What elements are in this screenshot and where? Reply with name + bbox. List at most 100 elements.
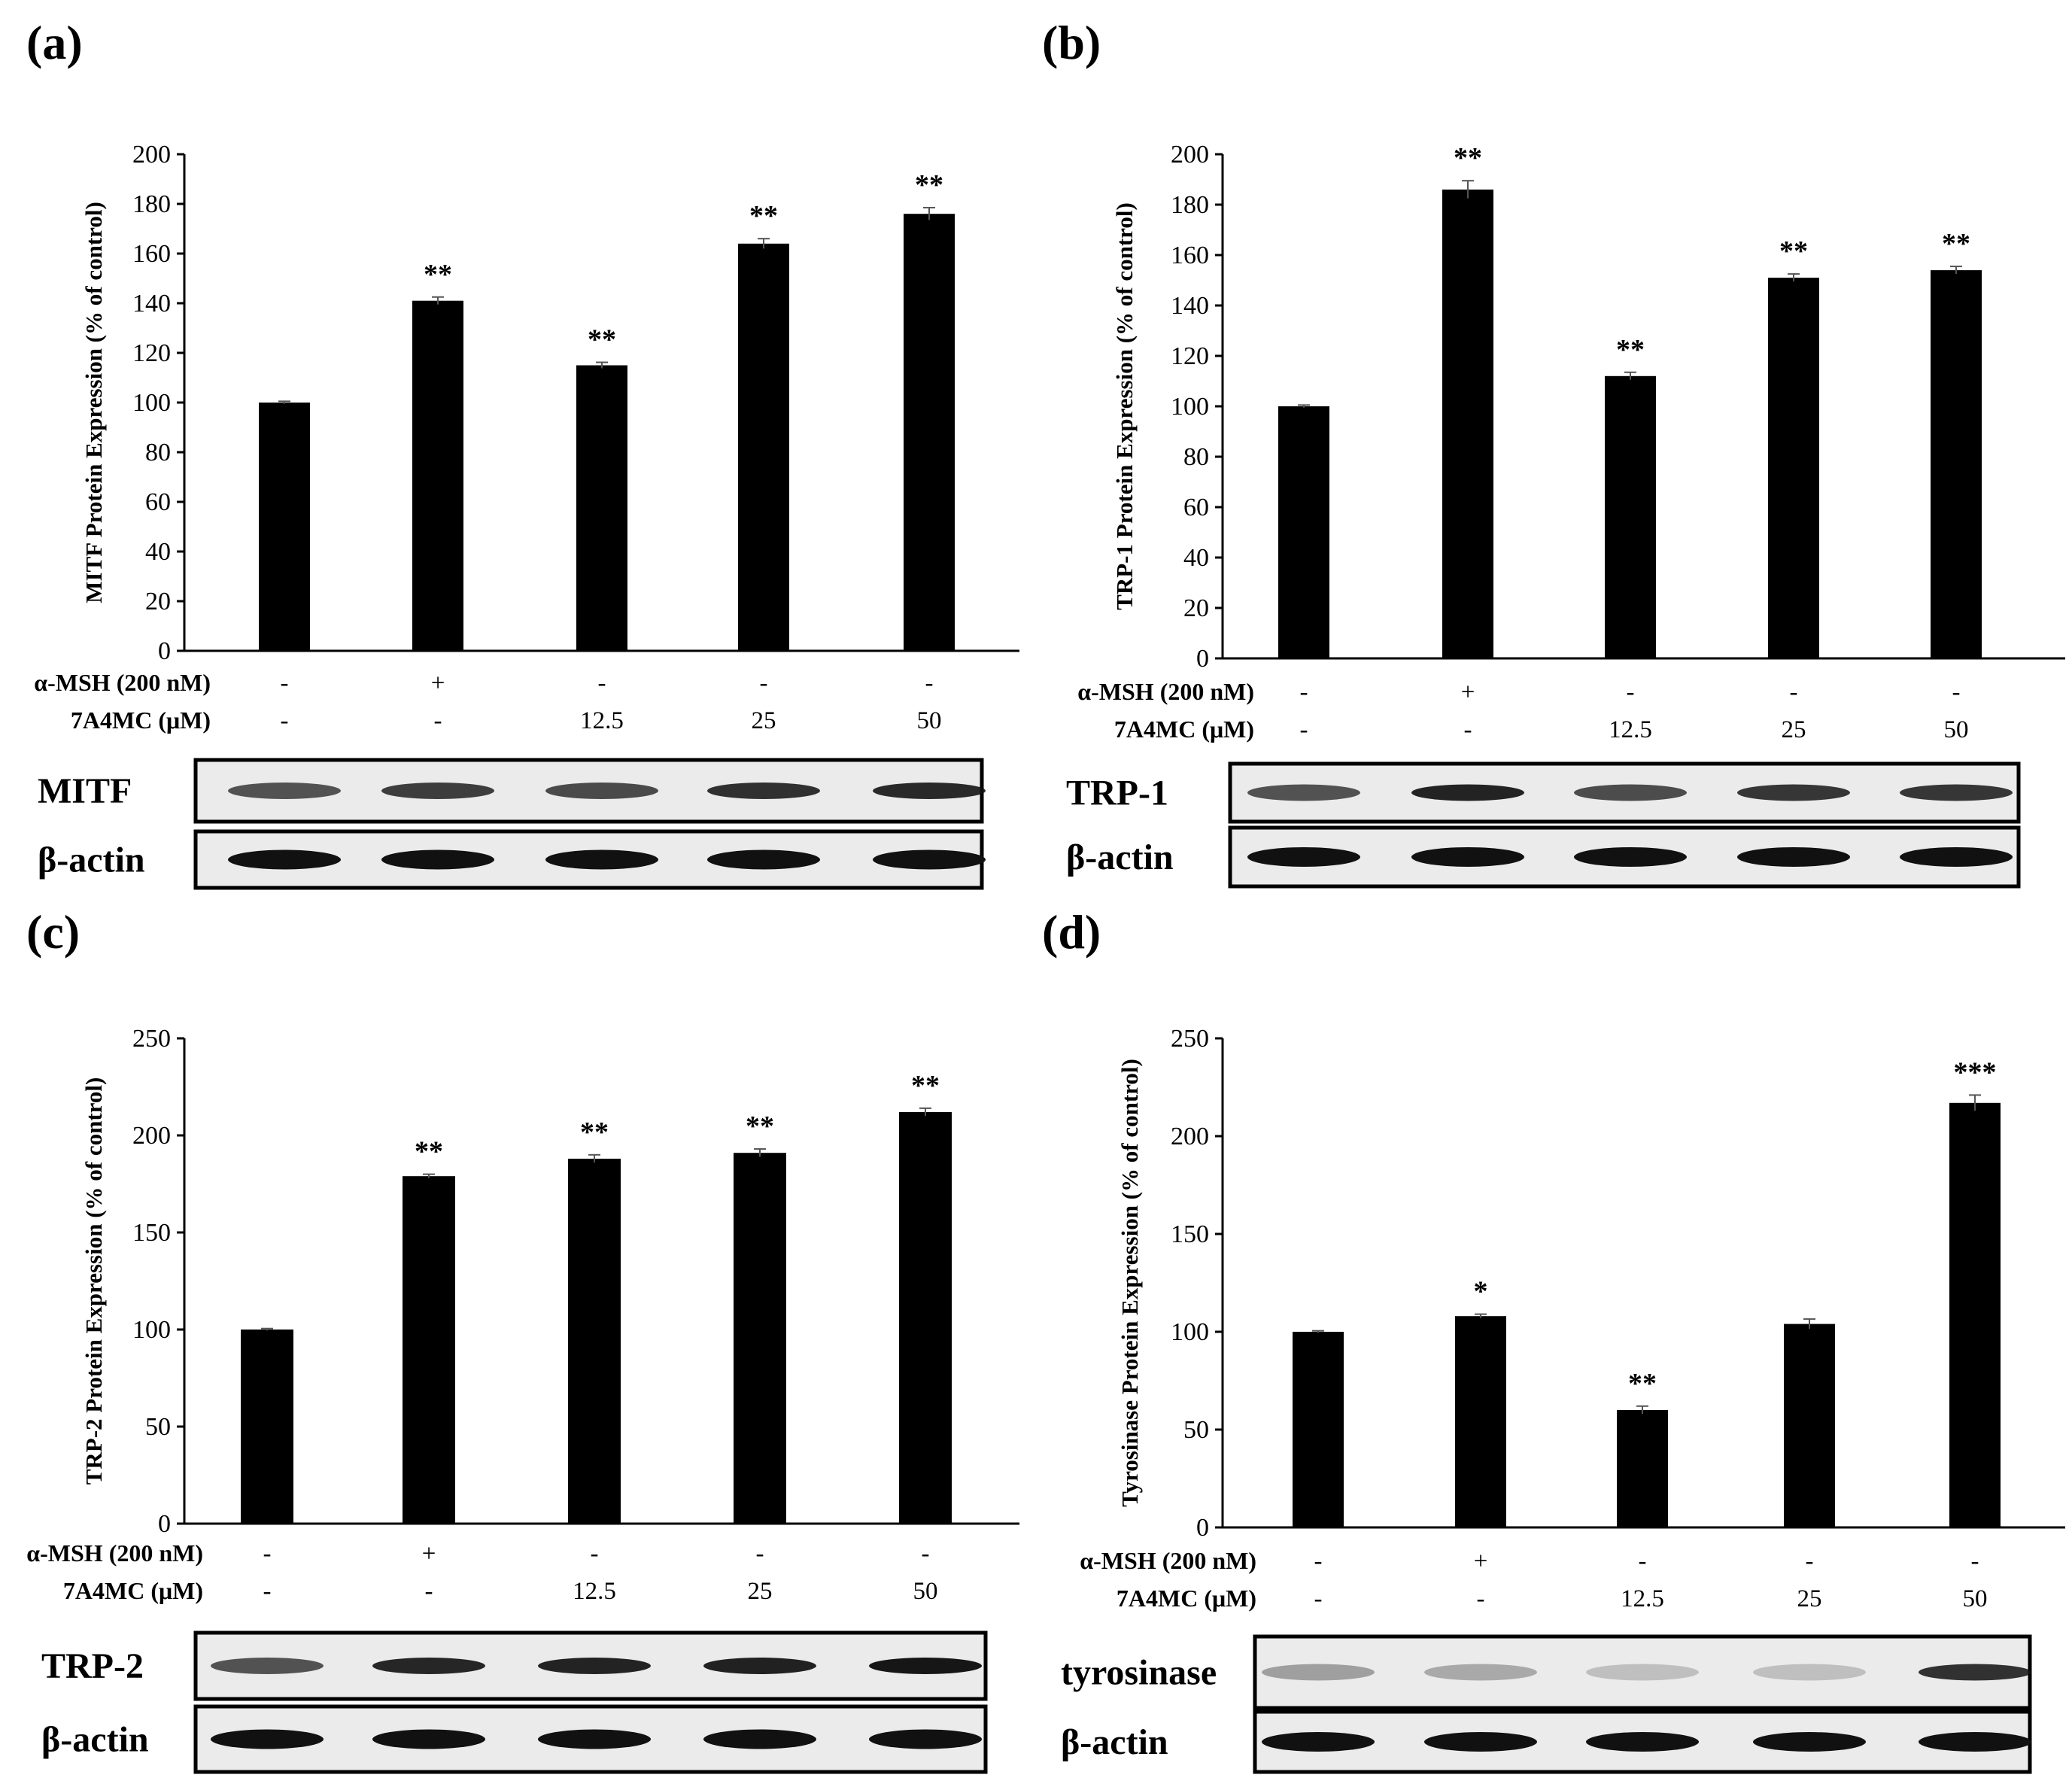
blot-band — [1737, 847, 1850, 867]
y-tick-label: 20 — [1183, 594, 1209, 622]
panel-label: (a) — [26, 16, 83, 69]
significance-marker: *** — [1954, 1056, 1997, 1088]
blot-band — [545, 783, 658, 799]
significance-marker: ** — [915, 169, 943, 201]
significance-marker: ** — [1942, 228, 1970, 260]
blot-band — [707, 849, 820, 870]
blot-band — [1247, 784, 1360, 801]
y-tick-label: 140 — [132, 290, 171, 318]
bar — [1455, 1316, 1506, 1527]
y-tick-label: 140 — [1171, 292, 1209, 320]
y-tick-label: 200 — [1171, 141, 1209, 169]
bar — [734, 1153, 786, 1524]
treatment-value: - — [1300, 716, 1308, 743]
y-tick-label: 20 — [145, 588, 171, 615]
bar — [1949, 1102, 2001, 1527]
blot-band — [1753, 1732, 1866, 1752]
treatment-value: - — [1314, 1548, 1323, 1575]
chart-panel-c: (c) 0 50 100 150 200 250 TRP-2 Protein Expressi… — [26, 905, 1019, 1774]
y-tick-label: 80 — [1183, 443, 1209, 471]
bar — [738, 243, 789, 651]
significance-marker: ** — [1616, 334, 1645, 366]
chart-panel-a: (a) 0 20 40 60 80 100 120 140 160 180 200 MITF Prote… — [26, 16, 1019, 890]
significance-marker: ** — [1779, 236, 1808, 267]
chart-panel-b: (b) 0 20 40 60 80 100 120 140 160 180 200 TRP-1 Prot… — [1042, 16, 2065, 889]
treatment-value: 50 — [1963, 1585, 1988, 1612]
significance-marker: ** — [424, 259, 452, 290]
blot-band — [228, 849, 341, 870]
blot-band — [873, 783, 986, 799]
significance-marker: ** — [580, 1117, 609, 1148]
treatment-value: 25 — [748, 1578, 773, 1605]
blot-band — [1262, 1732, 1375, 1752]
panel-label: (b) — [1042, 16, 1101, 69]
y-tick-label: 0 — [158, 637, 171, 665]
y-tick-label: 100 — [132, 1316, 171, 1344]
blot-band — [1247, 847, 1360, 867]
western-blot-target: MITF — [38, 758, 986, 824]
bar — [412, 300, 463, 651]
blot-band — [1753, 1664, 1866, 1681]
y-tick-label: 40 — [145, 538, 171, 566]
bar — [904, 214, 955, 651]
y-tick-label: 150 — [1171, 1220, 1209, 1248]
y-tick-label: 40 — [1183, 544, 1209, 572]
y-tick-label: 100 — [132, 389, 171, 417]
blot-band — [1919, 1664, 2031, 1681]
western-blot-loading-control: β-actin — [1066, 825, 2021, 889]
treatment-value: 12.5 — [580, 707, 624, 734]
blot-band — [1262, 1664, 1375, 1681]
treatment-value: - — [922, 1540, 930, 1567]
treatment-value: - — [263, 1540, 272, 1567]
treatment-value: 12.5 — [1621, 1585, 1664, 1612]
treatment-value: 50 — [913, 1578, 938, 1605]
blot-band — [869, 1729, 982, 1749]
blot-label: TRP-2 — [41, 1646, 144, 1686]
treatment-value: 25 — [1782, 716, 1806, 743]
treatment-value: - — [1971, 1548, 1979, 1575]
bar — [1605, 375, 1656, 658]
y-tick-label: 180 — [132, 190, 171, 218]
treatment-label: α-MSH (200 nM) — [1077, 678, 1254, 705]
significance-marker: ** — [1628, 1368, 1657, 1399]
treatment-value: - — [263, 1578, 272, 1605]
blot-label: MITF — [38, 771, 132, 811]
treatment-label: α-MSH (200 nM) — [34, 669, 211, 696]
treatment-label: 7A4MC (μM) — [1114, 716, 1254, 743]
y-tick-label: 100 — [1171, 393, 1209, 421]
blot-band — [211, 1729, 324, 1749]
blot-band — [381, 783, 494, 799]
y-tick-label: 60 — [145, 488, 171, 516]
bar — [899, 1112, 952, 1524]
y-tick-label: 0 — [1196, 1514, 1209, 1542]
treatment-value: + — [1461, 679, 1475, 706]
blot-band — [1900, 784, 2013, 801]
blot-band — [703, 1658, 816, 1674]
blot-band — [1919, 1732, 2031, 1752]
blot-label: β-actin — [1066, 837, 1174, 877]
y-tick-label: 250 — [132, 1025, 171, 1053]
y-axis-title: Tyrosinase Protein Expression (% of cont… — [1117, 1059, 1143, 1507]
blot-band — [381, 849, 494, 870]
treatment-value: - — [434, 707, 442, 734]
blot-band — [372, 1729, 485, 1749]
blot-label: tyrosinase — [1061, 1653, 1217, 1693]
blot-band — [545, 849, 658, 870]
bar — [1768, 278, 1819, 658]
treatment-label: 7A4MC (μM) — [1117, 1585, 1256, 1612]
bar — [1784, 1324, 1835, 1527]
bar — [1442, 189, 1493, 658]
blot-label: TRP-1 — [1066, 773, 1168, 813]
treatment-value: - — [760, 670, 768, 697]
blot-band — [1411, 784, 1524, 801]
y-tick-label: 120 — [1171, 342, 1209, 370]
treatment-value: - — [1464, 716, 1472, 743]
treatment-label: 7A4MC (μM) — [71, 707, 211, 734]
treatment-value: - — [1314, 1585, 1323, 1612]
treatment-value: - — [1627, 679, 1635, 706]
y-tick-label: 160 — [1171, 242, 1209, 269]
treatment-value: - — [756, 1540, 764, 1567]
significance-marker: ** — [911, 1070, 940, 1102]
treatment-value: 50 — [917, 707, 942, 734]
western-blot-target: tyrosinase — [1061, 1634, 2032, 1710]
